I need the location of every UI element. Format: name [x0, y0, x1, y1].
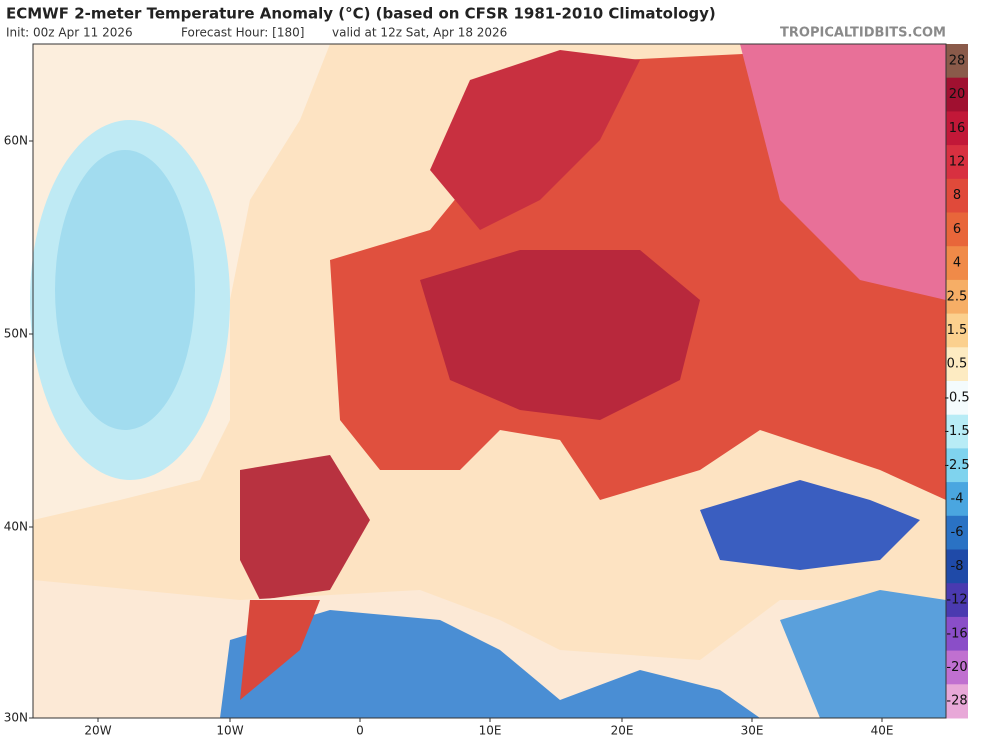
colorbar-swatch [946, 178, 968, 213]
colorbar-swatch [946, 515, 968, 550]
lon-label: 40E [871, 724, 894, 738]
colorbar-swatch [946, 279, 968, 315]
lon-label: 0 [356, 724, 364, 738]
colorbar-swatch [946, 448, 968, 483]
lat-label: 50N [4, 327, 28, 341]
colorbar-label: -20 [946, 660, 967, 675]
colorbar-label: 8 [953, 188, 961, 203]
latitude-labels: 60N 50N 40N 30N [4, 134, 33, 725]
colorbar-swatch [946, 549, 968, 584]
colorbar-label: 28 [949, 53, 966, 68]
lon-label: 10E [479, 724, 502, 738]
lon-label: 20W [84, 724, 111, 738]
forecast-hour: Forecast Hour: [180] [181, 26, 304, 40]
brand: TROPICALTIDBITS.COM [780, 26, 946, 41]
lat-label: 30N [4, 711, 28, 725]
colorbar-swatch [946, 482, 968, 517]
lon-label: 10W [216, 724, 243, 738]
colorbar: 28 20 16 12 8 6 4 2.5 1.5 0.5 -0.5 -1.5 -2.5 -4 -6 -8 -1… [944, 44, 970, 719]
colorbar-swatch [946, 212, 968, 247]
colorbar-swatch [946, 313, 968, 348]
valid-time: valid at 12z Sat, Apr 18 2026 [332, 26, 507, 40]
colorbar-swatch [946, 145, 968, 180]
colorbar-swatch [946, 44, 968, 79]
colorbar-label: 2.5 [947, 289, 968, 304]
colorbar-label: -4 [951, 491, 964, 506]
colorbar-label: 0.5 [947, 357, 968, 372]
colorbar-label: -6 [951, 525, 964, 540]
colorbar-label: -16 [946, 626, 967, 641]
colorbar-swatch [946, 684, 968, 719]
colorbar-label: -2.5 [944, 458, 969, 473]
colorbar-label: 12 [949, 154, 966, 169]
lat-label: 40N [4, 520, 28, 534]
colorbar-label: 1.5 [947, 323, 968, 338]
title: ECMWF 2-meter Temperature Anomaly (°C) (… [6, 5, 716, 23]
colorbar-swatch [946, 246, 968, 281]
colorbar-swatch [946, 111, 968, 146]
init-time: Init: 00z Apr 11 2026 [6, 26, 133, 40]
colorbar-swatch [946, 347, 968, 382]
map-frame [32, 43, 947, 719]
map-field [30, 44, 946, 718]
colorbar-swatch [946, 650, 968, 685]
colorbar-label: 16 [949, 121, 966, 136]
colorbar-label: 20 [949, 87, 966, 102]
colorbar-swatch [946, 77, 968, 112]
lat-label: 60N [4, 134, 28, 148]
colorbar-swatch [946, 381, 968, 416]
longitude-labels: 20W 10W 0 10E 20E 30E 40E [84, 718, 893, 738]
colorbar-label: -1.5 [944, 424, 969, 439]
colorbar-swatch [946, 583, 968, 618]
colorbar-label: -0.5 [944, 390, 969, 405]
colorbar-swatch [946, 414, 968, 449]
colorbar-label: 6 [953, 222, 961, 237]
colorbar-label: -8 [951, 559, 964, 574]
colorbar-label: 4 [953, 256, 961, 271]
colorbar-label: -12 [946, 593, 967, 608]
lon-label: 20E [611, 724, 634, 738]
colorbar-label: -28 [946, 694, 967, 709]
lon-label: 30E [741, 724, 764, 738]
colorbar-swatch [946, 616, 968, 652]
